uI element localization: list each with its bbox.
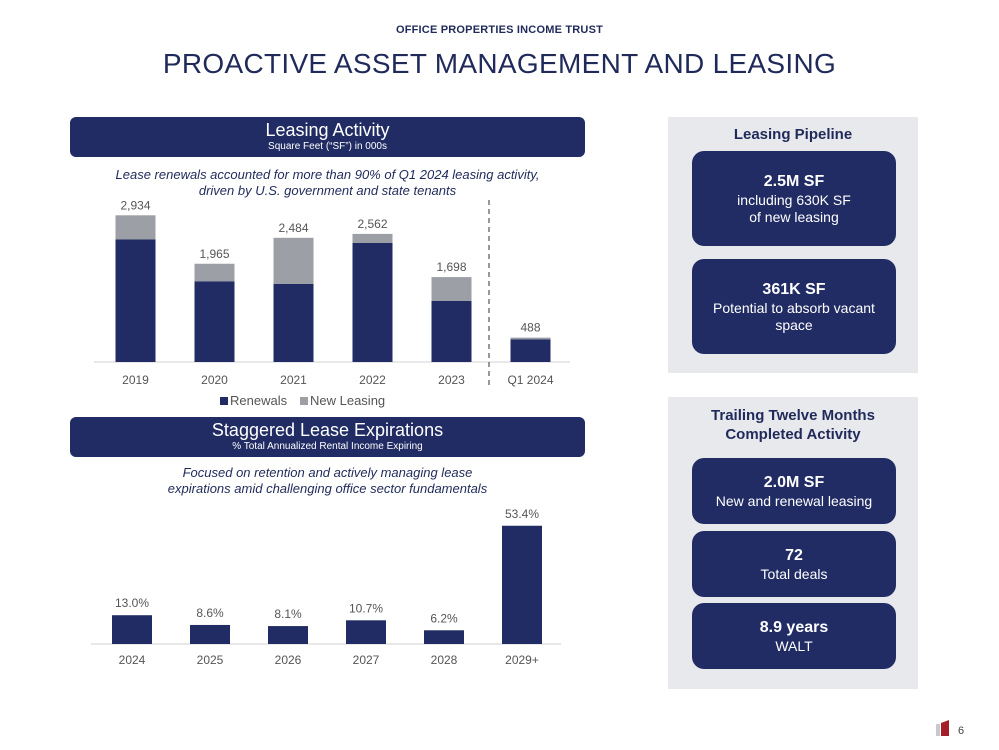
leasing-activity-title: Leasing Activity: [265, 120, 390, 140]
bar-total-label: 2,484: [278, 221, 308, 235]
ttm-card-deals-desc: Total deals: [760, 565, 828, 582]
legend-label-renewals: Renewals: [230, 393, 288, 408]
x-tick-label: 2020: [201, 373, 228, 387]
expiration-bar: [502, 525, 542, 644]
bar-value-label: 8.1%: [274, 607, 302, 621]
bar-new-leasing: [431, 277, 472, 301]
pipeline-card-vacant-value: 361K SF: [762, 280, 826, 298]
bar-renewals: [194, 281, 235, 362]
ttm-card-walt-value: 8.9 years: [759, 618, 829, 636]
bar-value-label: 13.0%: [115, 596, 149, 610]
ttm-card-leasing-desc: New and renewal leasing: [715, 492, 873, 509]
expiration-bar: [346, 620, 386, 644]
pipeline-card-vacant: 361K SF Potential to absorb vacant space: [692, 259, 896, 354]
pipeline-card-total-desc-1: including 630K SF: [737, 191, 851, 208]
leasing-activity-chart: 2,934 2019 1,965 2020 2,484 2021 2,562 2022 1,69…: [94, 198, 570, 408]
lease-expirations-subtitle-line1: Focused on retention and actively managi…: [182, 465, 473, 480]
expiration-bar: [112, 615, 152, 644]
bar-value-label: 6.2%: [430, 611, 458, 625]
legend-label-new-leasing: New Leasing: [310, 393, 385, 408]
pipeline-card-total-value: 2.5M SF: [763, 172, 825, 190]
bar-total-label: 488: [520, 321, 540, 335]
bar-new-leasing: [115, 215, 156, 240]
ttm-activity-title: Trailing Twelve Months Completed Activit…: [668, 406, 918, 444]
x-tick-label: 2021: [280, 373, 307, 387]
page-title: PROACTIVE ASSET MANAGEMENT AND LEASING: [162, 48, 837, 79]
leasing-activity-banner: Leasing Activity Square Feet (“SF”) in 0…: [70, 117, 585, 157]
leasing-pipeline-title: Leasing Pipeline: [733, 126, 853, 143]
x-tick-label: 2022: [359, 373, 386, 387]
ttm-activity-title-line2: Completed Activity: [725, 426, 861, 443]
leasing-activity-subtitle: Lease renewals accounted for more than 9…: [70, 167, 585, 199]
expiration-bar: [190, 624, 230, 644]
expiration-bar: [424, 630, 464, 644]
x-tick-label: 2019: [122, 373, 149, 387]
pipeline-card-vacant-desc-1: Potential to absorb vacant: [713, 299, 875, 316]
bar-new-leasing: [273, 237, 314, 284]
leasing-activity-subtitle-line1: Lease renewals accounted for more than 9…: [115, 167, 540, 182]
pipeline-card-vacant-desc-2: space: [775, 316, 813, 333]
x-tick-label: Q1 2024: [507, 373, 553, 387]
lease-expirations-unit: % Total Annualized Rental Income Expirin…: [232, 441, 423, 452]
x-tick-label: 2027: [353, 653, 380, 667]
bar-renewals: [352, 243, 393, 362]
expiration-bar: [268, 626, 308, 644]
ttm-card-walt: 8.9 years WALT: [692, 603, 896, 669]
bar-value-label: 53.4%: [505, 507, 539, 521]
bar-total-label: 2,562: [357, 217, 387, 231]
legend-swatch-renewals: [220, 397, 228, 405]
ttm-card-leasing-value: 2.0M SF: [763, 473, 825, 491]
ttm-activity-title-line1: Trailing Twelve Months: [711, 407, 875, 424]
legend-swatch-new-leasing: [300, 397, 308, 405]
pipeline-card-total: 2.5M SF including 630K SF of new leasing: [692, 151, 896, 246]
bar-renewals: [273, 284, 314, 362]
ttm-card-leasing: 2.0M SF New and renewal leasing: [692, 458, 896, 524]
x-tick-label: 2026: [275, 653, 302, 667]
page-number: 6: [958, 725, 965, 737]
company-name: OFFICE PROPERTIES INCOME TRUST: [395, 24, 604, 36]
bar-renewals: [510, 339, 551, 362]
lease-expirations-title: Staggered Lease Expirations: [211, 420, 444, 440]
x-tick-label: 2023: [438, 373, 465, 387]
bar-renewals: [115, 239, 156, 362]
leasing-pipeline-panel: Leasing Pipeline 2.5M SF including 630K …: [668, 117, 918, 373]
bar-new-leasing: [194, 263, 235, 282]
ttm-card-deals-value: 72: [785, 546, 803, 564]
ttm-card-deals: 72 Total deals: [692, 531, 896, 597]
bar-total-label: 1,698: [436, 260, 466, 274]
bar-value-label: 8.6%: [196, 606, 224, 620]
lease-expirations-subtitle-line2: expirations amid challenging office sect…: [167, 481, 488, 496]
ttm-card-walt-desc: WALT: [775, 637, 813, 654]
pipeline-card-total-desc-2: of new leasing: [749, 208, 839, 225]
ttm-activity-panel: Trailing Twelve Months Completed Activit…: [668, 397, 918, 689]
bar-value-label: 10.7%: [349, 601, 383, 615]
bar-new-leasing: [352, 233, 393, 243]
bar-total-label: 2,934: [120, 198, 150, 212]
x-tick-label: 2028: [431, 653, 458, 667]
bar-new-leasing: [510, 337, 551, 340]
x-tick-label: 2024: [119, 653, 146, 667]
lease-expirations-subtitle: Focused on retention and actively managi…: [70, 465, 585, 497]
x-tick-label: 2029+: [505, 653, 539, 667]
lease-expirations-chart: 13.0% 2024 8.6% 2025 8.1% 2026 10.7% 2027 6.2% 20…: [91, 507, 561, 667]
bar-renewals: [431, 301, 472, 362]
leasing-activity-subtitle-line2: driven by U.S. government and state tena…: [198, 183, 457, 198]
leasing-activity-unit: Square Feet (“SF”) in 000s: [268, 141, 387, 152]
x-tick-label: 2025: [197, 653, 224, 667]
lease-expirations-banner: Staggered Lease Expirations % Total Annu…: [70, 417, 585, 457]
bar-total-label: 1,965: [199, 247, 229, 261]
company-logo-icon: [936, 720, 949, 736]
